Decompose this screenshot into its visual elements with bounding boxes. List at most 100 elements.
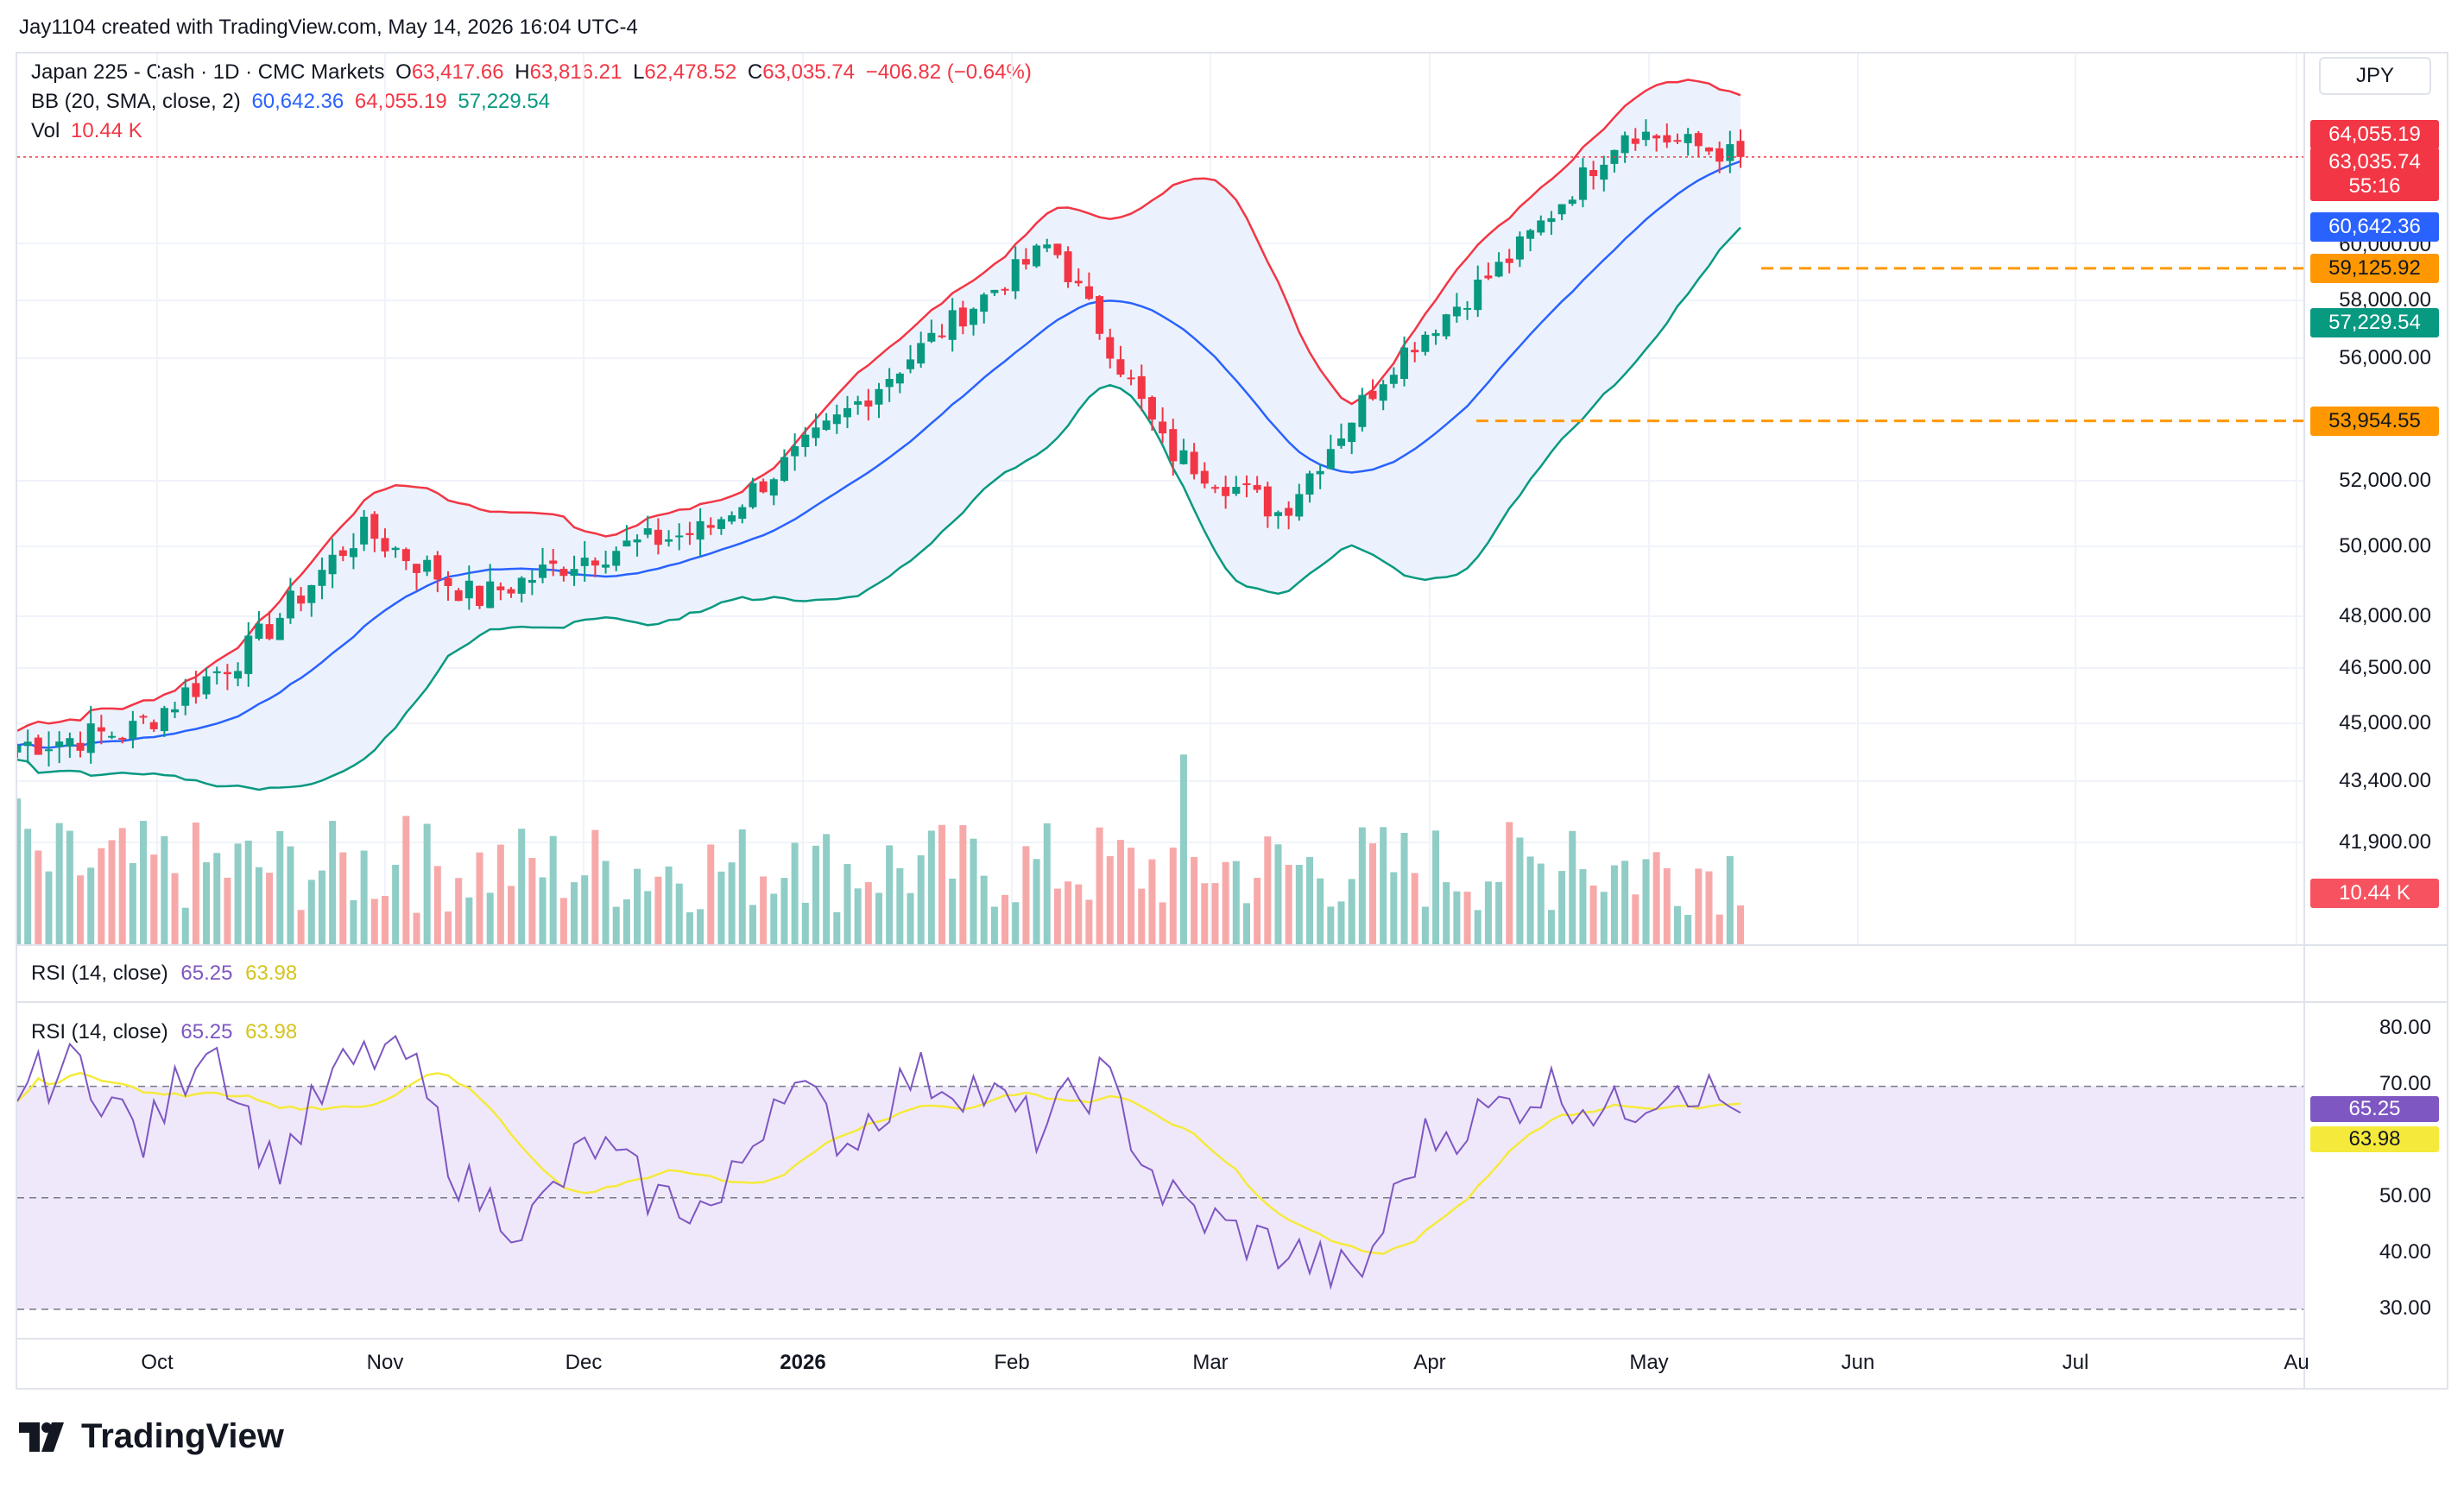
tradingview-brand[interactable]: TradingView — [19, 1417, 284, 1456]
bb-upper-line — [17, 79, 1741, 732]
candle-body — [412, 564, 420, 573]
currency-button[interactable]: JPY — [2319, 57, 2431, 95]
volume-bar — [1632, 894, 1640, 944]
candle-body — [1337, 438, 1346, 446]
volume-bar — [843, 863, 851, 944]
volume-bar — [1075, 884, 1083, 944]
volume-bar — [959, 824, 967, 944]
volume-bar — [496, 844, 504, 944]
volume-bar — [1463, 892, 1471, 944]
volume-bar — [896, 867, 904, 944]
volume-bar — [455, 878, 463, 944]
volume-bar — [717, 871, 725, 944]
rsi-value-tag: 65.25 — [2310, 1096, 2439, 1122]
candle-body — [633, 539, 641, 543]
candle-body — [812, 427, 820, 438]
volume-bar — [1652, 852, 1660, 944]
volume-bar — [1096, 827, 1103, 944]
pane-divider[interactable] — [17, 1001, 2447, 1003]
volume-bar — [381, 895, 389, 944]
candle-body — [1652, 135, 1661, 139]
candle-body — [86, 723, 95, 753]
volume-bar — [224, 877, 231, 944]
candle-body — [307, 584, 316, 603]
candle-body — [643, 528, 652, 535]
rsi-pane-legend[interactable]: RSI (14, close) 65.25 63.98 — [31, 1020, 297, 1044]
candle-body — [244, 635, 253, 674]
low-value: 62,478.52 — [644, 60, 737, 84]
candle-body — [907, 359, 915, 369]
vol-label: Vol — [31, 119, 60, 142]
symbol-label[interactable]: Japan 225 - Cash · 1D · CMC Markets — [31, 60, 385, 84]
volume-bar — [55, 823, 63, 944]
bb-lower-line — [17, 226, 1741, 791]
time-axis-border — [17, 1338, 2303, 1340]
candle-body — [980, 294, 989, 312]
vol-legend[interactable]: Vol 10.44 K — [31, 119, 148, 143]
candle-body — [1358, 394, 1367, 427]
bb-legend[interactable]: BB (20, SMA, close, 2) 60,642.36 64,055.… — [31, 90, 555, 114]
volume-bar — [1484, 881, 1492, 944]
volume-bar — [1148, 859, 1156, 944]
candle-body — [1096, 296, 1104, 334]
volume-bar — [864, 882, 872, 944]
bollinger-band-fill — [17, 79, 1741, 791]
candle-body — [654, 529, 662, 545]
candle-body — [1285, 508, 1293, 516]
volume-bar — [1201, 883, 1209, 944]
volume-bar — [1737, 905, 1744, 944]
candle-body — [1137, 375, 1146, 400]
level-price-tag: 59,125.92 — [2310, 254, 2439, 283]
volume-bar — [17, 798, 21, 944]
pane-divider[interactable] — [17, 944, 2447, 946]
candle-body — [1515, 236, 1524, 260]
candle-body — [286, 590, 294, 619]
volume-bar — [1001, 894, 1009, 944]
volume-bar — [433, 866, 441, 944]
candle-body — [1568, 199, 1576, 205]
price-chart[interactable] — [17, 54, 2305, 944]
volume-bar — [528, 858, 536, 944]
price-tick: 43,400.00 — [2339, 769, 2431, 792]
volume-bar — [539, 877, 547, 944]
candle-body — [602, 564, 610, 568]
high-label: H — [515, 60, 530, 84]
candle-body — [265, 624, 274, 640]
volume-bar — [1348, 879, 1355, 944]
candle-body — [171, 709, 180, 713]
candle-body — [738, 507, 747, 520]
time-tick: 2026 — [780, 1351, 826, 1374]
candle-body — [1589, 170, 1598, 177]
volume-bar — [1432, 830, 1440, 944]
volume-bar — [1705, 871, 1713, 944]
volume-bar — [917, 854, 925, 944]
main-legend: Japan 225 - Cash · 1D · CMC Markets O63,… — [31, 60, 1037, 85]
rsi-pane-collapsed-legend[interactable]: RSI (14, close) 65.25 63.98 — [31, 962, 297, 986]
candle-body — [1494, 262, 1503, 277]
candle-body — [1431, 333, 1440, 337]
volume-bar — [612, 906, 620, 944]
level-price-tag: 53,954.55 — [2310, 407, 2439, 436]
candle-body — [1348, 422, 1356, 443]
candle-body — [780, 457, 788, 482]
candle-body — [612, 551, 621, 566]
volume-bar — [98, 848, 105, 944]
candle-body — [717, 519, 725, 529]
volume-bar — [1337, 901, 1345, 944]
volume-bar — [980, 875, 988, 944]
rsi-chart[interactable] — [17, 1003, 2305, 1340]
volume-bar — [990, 906, 998, 944]
candle-body — [486, 581, 495, 608]
volume-bar — [360, 850, 368, 944]
candle-body — [181, 687, 190, 706]
volume-bar — [685, 911, 693, 944]
candle-body — [791, 445, 799, 457]
price-tick: 45,000.00 — [2339, 711, 2431, 735]
candle-body — [476, 585, 484, 606]
volume-bar — [665, 866, 673, 944]
candle-body — [97, 727, 105, 732]
candle-body — [370, 514, 379, 539]
volume-bar — [87, 867, 95, 944]
volume-bar — [622, 899, 630, 944]
volume-bar — [749, 905, 756, 944]
